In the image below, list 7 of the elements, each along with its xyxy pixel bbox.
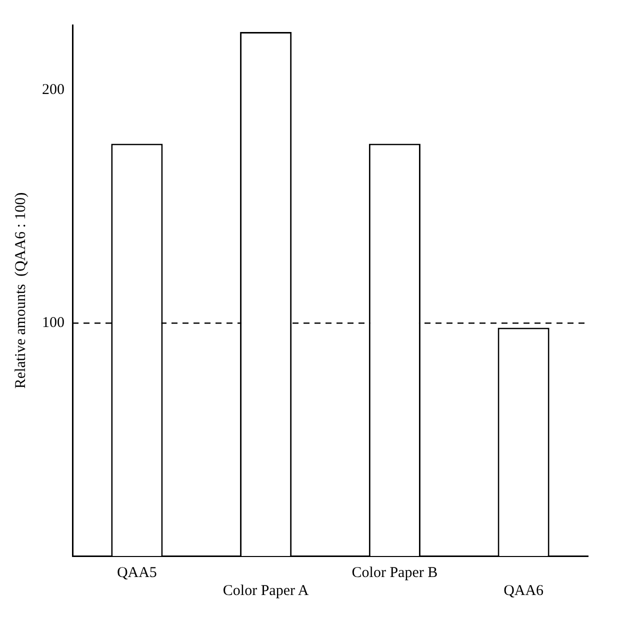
x-tick-label: QAA6 [504, 582, 544, 599]
y-axis-title: Relative amounts (QAA6 : 100) [12, 192, 29, 389]
y-tick-label: 200 [42, 82, 64, 98]
y-tick-label: 100 [42, 315, 64, 332]
x-tick-label: Color Paper A [222, 582, 309, 599]
x-tick-label: QAA5 [116, 564, 157, 581]
x-tick-label: Color Paper B [352, 564, 438, 581]
